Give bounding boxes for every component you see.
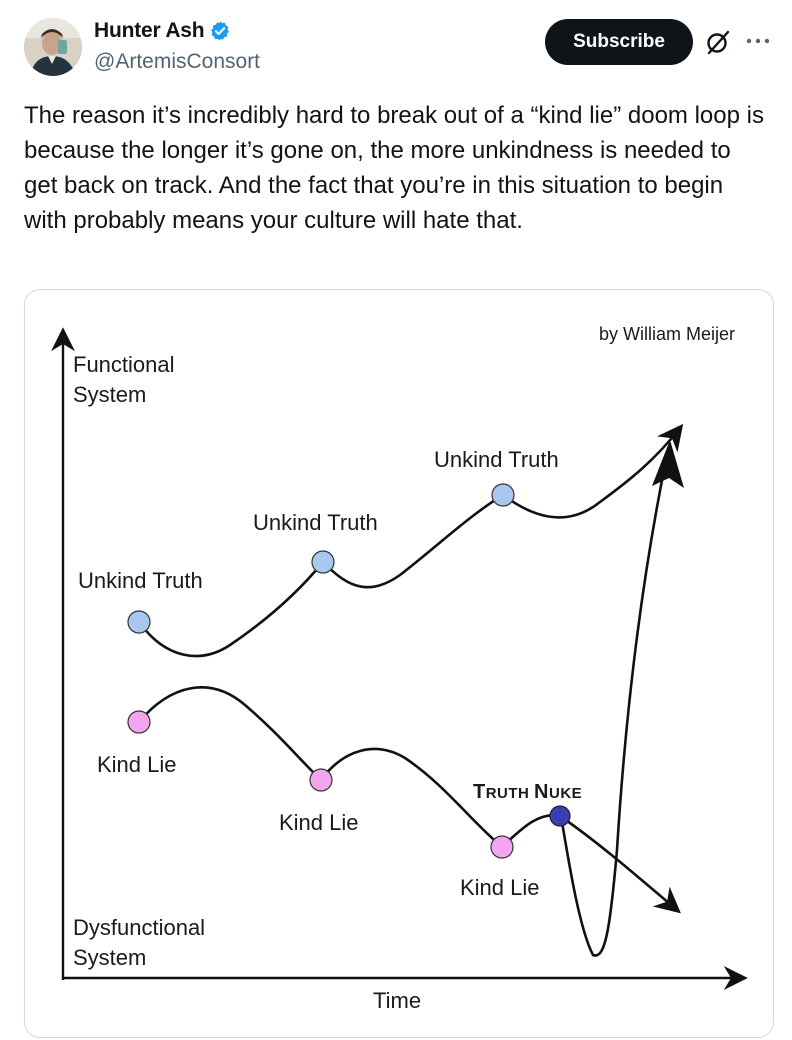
lie-node-2 — [309, 768, 333, 792]
y-top-label-line2: System — [73, 382, 146, 407]
lie-curve — [138, 686, 681, 914]
more-options-icon[interactable] — [743, 28, 773, 54]
verified-badge-icon — [209, 20, 231, 42]
author-name[interactable]: Hunter Ash — [94, 19, 205, 42]
truth-nuke-label: TRUTH NUKE — [473, 781, 582, 803]
truth-nuke-curve — [559, 464, 667, 957]
media-image[interactable]: by William Meijer Functional System Dysf… — [24, 289, 774, 1038]
y-bottom-label-line2: System — [73, 945, 146, 970]
truth-label-1: Unkind Truth — [78, 568, 203, 593]
lie-label-2: Kind Lie — [279, 810, 359, 835]
truth-node-3 — [491, 483, 515, 507]
truth-label-2: Unkind Truth — [253, 510, 378, 535]
truth-node-2 — [311, 550, 335, 574]
y-bottom-label-line1: Dysfunctional — [73, 915, 205, 940]
truth-nuke-arrowhead — [652, 440, 684, 488]
truth-curve — [137, 423, 684, 658]
subscribe-button[interactable]: Subscribe — [545, 19, 693, 65]
lie-node-3 — [490, 835, 514, 859]
y-top-label: Functional System — [73, 352, 181, 407]
lie-node-1 — [127, 710, 151, 734]
x-axis-label: Time — [373, 988, 421, 1013]
avatar[interactable] — [24, 18, 82, 76]
truth-label-3: Unkind Truth — [434, 447, 559, 472]
y-top-label-line1: Functional — [73, 352, 175, 377]
truth-node-1 — [127, 610, 151, 634]
grok-icon[interactable] — [705, 29, 731, 55]
truth-nuke-node — [549, 805, 571, 827]
lie-label-1: Kind Lie — [97, 752, 177, 777]
kind-lie-diagram: by William Meijer Functional System Dysf… — [51, 324, 748, 1013]
lie-label-3: Kind Lie — [460, 875, 540, 900]
credit-label: by William Meijer — [599, 324, 735, 344]
y-bottom-label: Dysfunctional System — [73, 915, 211, 970]
author-handle[interactable]: @ArtemisConsort — [94, 50, 261, 73]
tweet-text: The reason it’s incredibly hard to break… — [24, 102, 764, 234]
